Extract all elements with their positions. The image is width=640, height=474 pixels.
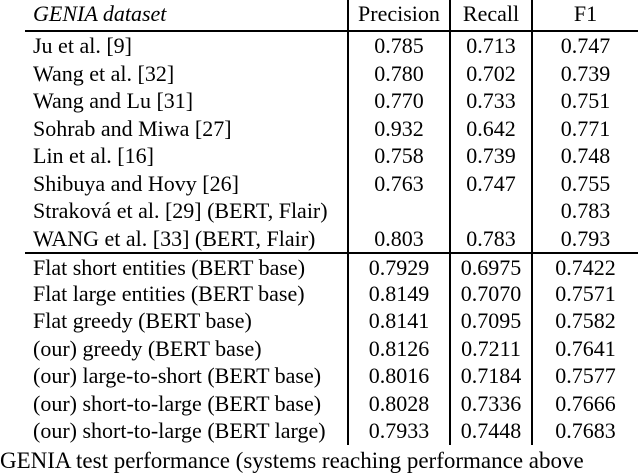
cell-recall: 0.7211 [449,334,531,362]
row-label: Flat large entities (BERT base) [33,280,305,306]
cell-f1: 0.783 [531,197,638,225]
table-row: Flat large entities (BERT base) 0.8149 0.7… [25,279,638,307]
row-label: (our) greedy (BERT base) [33,335,262,361]
cell-precision: 0.8016 [347,362,449,390]
row-label: Wang and Lu [31] [33,88,194,113]
table-body: Ju et al. [9] 0.785 0.713 0.747 Wang et al. … [25,32,638,445]
row-label: Ju et al. [9] [33,33,132,58]
cell-f1: 0.751 [531,87,638,115]
table-row: Lin et al. [16] 0.758 0.739 0.748 [25,142,638,170]
cell-f1: 0.793 [531,224,638,252]
table-row: Shibuya and Hovy [26] 0.763 0.747 0.755 [25,169,638,197]
cell-recall: 0.7336 [449,389,531,417]
table-row: Sohrab and Miwa [27] 0.932 0.642 0.771 [25,114,638,142]
table-row: Flat greedy (BERT base) 0.8141 0.7095 0.758… [25,307,638,335]
cell-precision: 0.8028 [347,389,449,417]
cell-f1: 0.755 [531,169,638,197]
cell-precision [347,197,449,225]
cell-precision: 0.7933 [347,417,449,445]
cell-f1: 0.7666 [531,389,638,417]
table-header-row: GENIA dataset Precision Recall F1 [25,0,638,32]
cell-precision: 0.763 [347,169,449,197]
row-label: Sohrab and Miwa [27] [33,115,232,141]
dataset-title: GENIA dataset [33,1,167,26]
cell-recall: 0.702 [449,59,531,87]
cell-precision: 0.785 [347,32,449,60]
results-table: GENIA dataset Precision Recall F1 Ju et … [25,0,638,445]
table-row: Straková et al. [29] (BERT, Flair) 0.783 [25,197,638,225]
cell-recall: 0.733 [449,87,531,115]
table-row: Wang et al. [32] 0.780 0.702 0.739 [25,59,638,87]
row-label: (our) short-to-large (BERT base) [33,390,322,416]
table-row: (our) greedy (BERT base) 0.8126 0.7211 0.76… [25,334,638,362]
cell-recall: 0.713 [449,32,531,60]
cell-f1: 0.7422 [531,254,638,282]
row-label: (our) short-to-large (BERT large) [33,418,326,443]
cell-recall: 0.642 [449,114,531,142]
cell-precision: 0.932 [347,114,449,142]
cell-precision: 0.770 [347,87,449,115]
cell-recall: 0.7184 [449,362,531,390]
table-row: Flat short entities (BERT base) 0.7929 0.6… [25,252,638,282]
table-row: (our) large-to-short (BERT base) 0.8016 0.… [25,362,638,390]
table-row: Ju et al. [9] 0.785 0.713 0.747 [25,32,638,60]
cell-precision: 0.780 [347,59,449,87]
cell-f1: 0.7683 [531,417,638,445]
cell-precision: 0.8141 [347,307,449,335]
cell-f1: 0.748 [531,142,638,170]
table-row: (our) short-to-large (BERT large) 0.7933 0… [25,417,638,445]
cell-f1: 0.747 [531,32,638,60]
cell-recall: 0.7095 [449,307,531,335]
cell-recall [449,197,531,225]
row-label: Wang et al. [32] [33,60,175,86]
cell-f1: 0.771 [531,114,638,142]
column-header-recall: Recall [449,0,531,30]
column-header-precision: Precision [347,0,449,30]
row-label: WANG et al. [33] (BERT, Flair) [33,225,316,251]
row-label: Flat short entities (BERT base) [33,255,306,280]
cell-f1: 0.7582 [531,307,638,335]
cell-precision: 0.803 [347,224,449,252]
table-row: (our) short-to-large (BERT base) 0.8028 0.… [25,389,638,417]
table-row: Wang and Lu [31] 0.770 0.733 0.751 [25,87,638,115]
cell-f1: 0.7641 [531,334,638,362]
cell-recall: 0.6975 [449,254,531,282]
cell-precision: 0.7929 [347,254,449,282]
row-label: Shibuya and Hovy [26] [33,170,239,196]
cell-precision: 0.758 [347,142,449,170]
row-label: (our) large-to-short (BERT base) [33,363,322,388]
cell-recall: 0.7448 [449,417,531,445]
cell-f1: 0.7571 [531,279,638,307]
cell-precision: 0.8149 [347,279,449,307]
row-label: Straková et al. [29] (BERT, Flair) [33,198,328,223]
cell-f1: 0.7577 [531,362,638,390]
cell-recall: 0.7070 [449,279,531,307]
cell-recall: 0.739 [449,142,531,170]
cell-recall: 0.783 [449,224,531,252]
cell-recall: 0.747 [449,169,531,197]
row-label: Flat greedy (BERT base) [33,308,252,333]
row-label: Lin et al. [16] [33,143,154,168]
cell-precision: 0.8126 [347,334,449,362]
table-row: WANG et al. [33] (BERT, Flair) 0.803 0.783… [25,224,638,252]
cell-f1: 0.739 [531,59,638,87]
table-caption: GENIA test performance (systems reaching… [0,448,584,473]
column-header-f1: F1 [531,0,638,30]
